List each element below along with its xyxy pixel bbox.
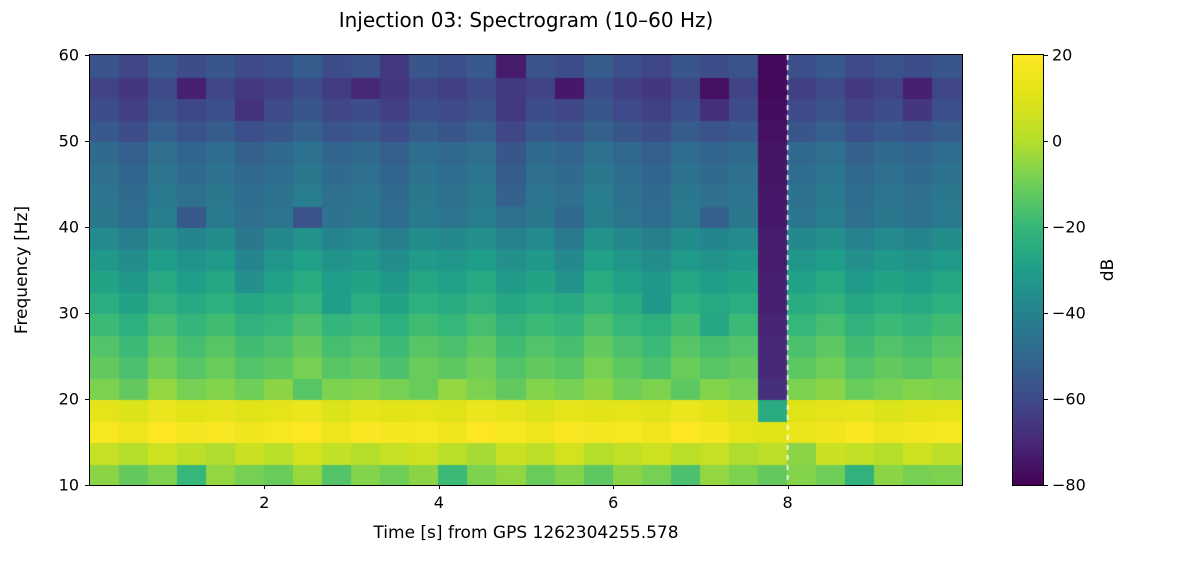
y-tick-mark bbox=[85, 227, 89, 228]
colorbar-tick-mark bbox=[1044, 141, 1048, 142]
y-tick-label: 60 bbox=[58, 45, 79, 65]
x-tick-mark bbox=[264, 485, 266, 489]
colorbar-tick-label: 0 bbox=[1052, 131, 1063, 151]
y-tick-mark bbox=[85, 399, 89, 400]
chart-title: Injection 03: Spectrogram (10–60 Hz) bbox=[338, 8, 714, 32]
colorbar-tick-mark bbox=[1044, 313, 1048, 314]
x-tick-label: 8 bbox=[782, 493, 793, 512]
colorbar-label: dB bbox=[1098, 258, 1118, 282]
colorbar-tick-mark bbox=[1044, 227, 1048, 228]
x-tick-mark bbox=[438, 485, 440, 489]
y-tick-label: 40 bbox=[58, 217, 79, 237]
y-tick-mark bbox=[85, 55, 89, 56]
y-tick-label: 50 bbox=[58, 131, 79, 151]
colorbar-tick-mark bbox=[1044, 485, 1048, 486]
colorbar-tick-label: −60 bbox=[1052, 389, 1086, 409]
x-tick-mark bbox=[787, 485, 789, 489]
y-tick-label: 30 bbox=[58, 303, 79, 323]
y-tick-label: 20 bbox=[58, 389, 79, 409]
y-tick-mark bbox=[85, 141, 89, 142]
colorbar bbox=[1012, 54, 1044, 486]
heatmap-canvas bbox=[90, 55, 962, 485]
y-tick-label: 10 bbox=[58, 475, 79, 495]
y-tick-mark bbox=[85, 485, 89, 486]
plot-area bbox=[89, 54, 963, 486]
x-tick-label: 4 bbox=[433, 493, 444, 512]
x-tick-label: 6 bbox=[608, 493, 619, 512]
colorbar-tick-mark bbox=[1044, 399, 1048, 400]
colorbar-tick-label: −20 bbox=[1052, 217, 1086, 237]
colorbar-tick-label: 20 bbox=[1052, 45, 1073, 65]
colorbar-tick-mark bbox=[1044, 55, 1048, 56]
x-tick-mark bbox=[613, 485, 615, 489]
y-axis-label: Frequency [Hz] bbox=[12, 205, 32, 335]
colorbar-tick-label: −40 bbox=[1052, 303, 1086, 323]
y-tick-mark bbox=[85, 313, 89, 314]
x-axis-label: Time [s] from GPS 1262304255.578 bbox=[373, 523, 679, 543]
colorbar-tick-label: −80 bbox=[1052, 475, 1086, 495]
x-tick-label: 2 bbox=[259, 493, 270, 512]
